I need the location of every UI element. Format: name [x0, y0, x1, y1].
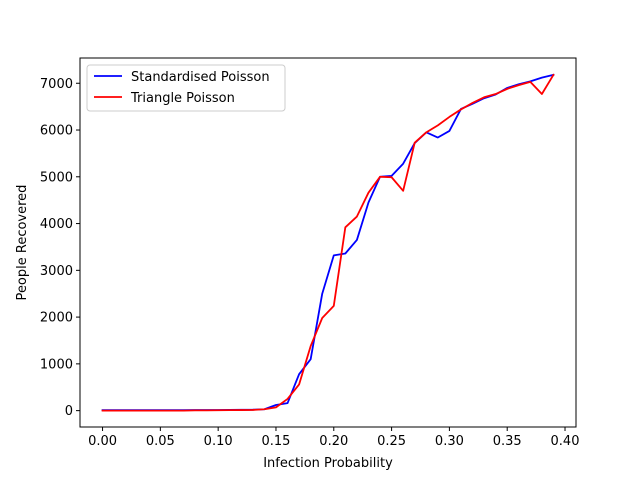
y-tick-label: 5000 [40, 170, 73, 185]
series-layer [101, 73, 555, 412]
y-tick-label: 0 [65, 404, 73, 419]
x-tick-label: 0.35 [493, 434, 522, 449]
y-tick-label: 3000 [40, 264, 73, 279]
y-tick-label: 7000 [40, 77, 73, 92]
x-tick-label: 0.30 [435, 434, 464, 449]
plot-area [80, 58, 576, 427]
x-tick-label: 0.25 [377, 434, 406, 449]
x-tick-label: 0.05 [146, 434, 175, 449]
legend-label-1: Standardised Poisson [131, 70, 270, 85]
axes-frame [79, 57, 577, 428]
y-tick-label: 6000 [40, 124, 73, 139]
y-tick-label: 2000 [40, 311, 73, 326]
x-tick-label: 0.00 [88, 434, 117, 449]
x-tick-label: 0.40 [551, 434, 580, 449]
y-tick-label: 4000 [40, 217, 73, 232]
y-axis-label: People Recovered [15, 185, 30, 301]
x-axis-label: Infection Probability [263, 456, 393, 471]
x-tick-label: 0.10 [204, 434, 233, 449]
x-tick-label: 0.15 [261, 434, 290, 449]
legend: Standardised Poisson Triangle Poisson [86, 64, 286, 112]
x-tick-label: 0.20 [319, 434, 348, 449]
series-line-2 [101, 73, 555, 412]
legend-box [86, 64, 286, 112]
axes-layer: 0.00 0.05 0.10 0.15 0.20 0.25 0.30 0.35 0.40 0 100… [40, 57, 580, 449]
plot-background [80, 58, 576, 427]
y-tick-label: 1000 [40, 357, 73, 372]
legend-label-2: Triangle Poisson [130, 91, 235, 106]
